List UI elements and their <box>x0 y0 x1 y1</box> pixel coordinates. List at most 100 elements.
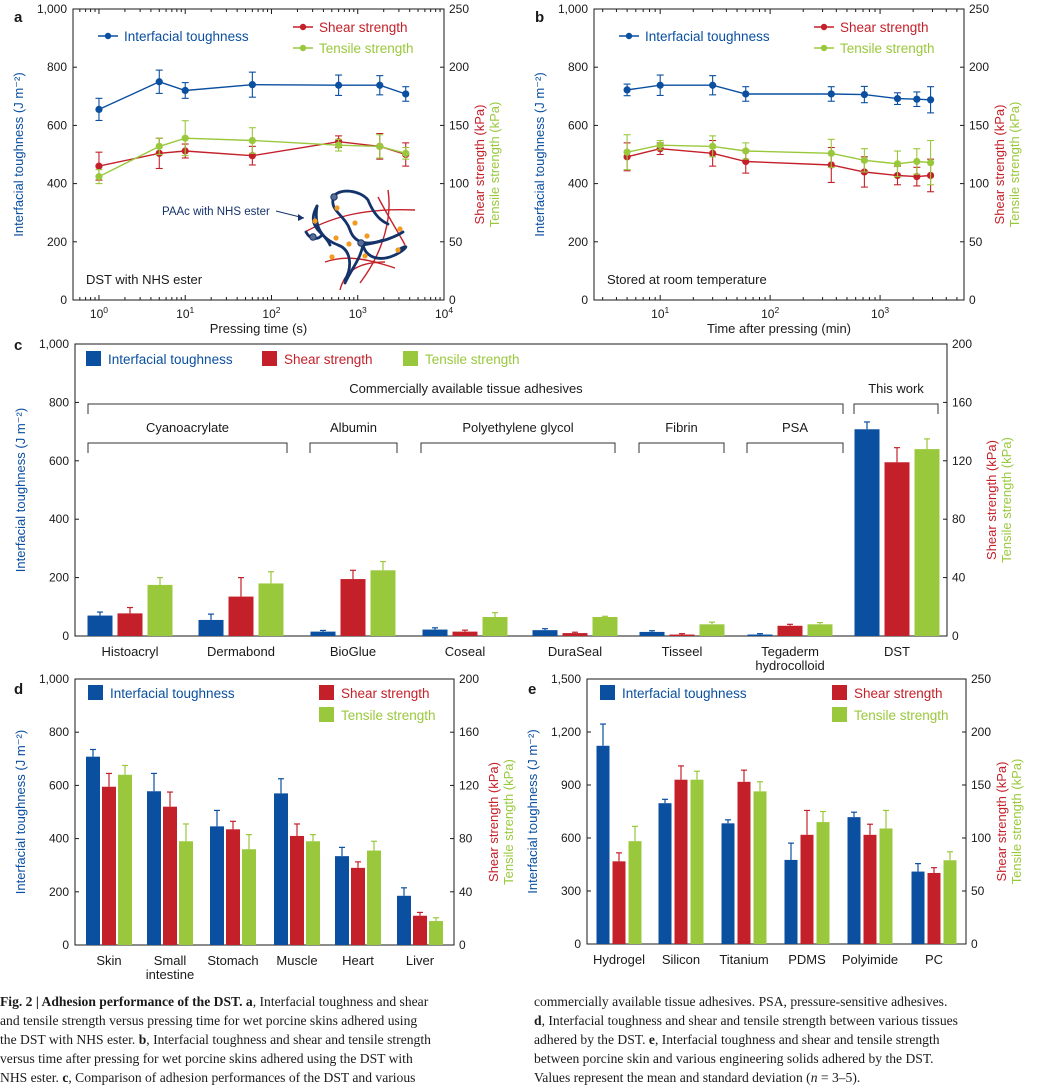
panel-c: c 0 200 400 600 800 1,000 0 40 80 120 160 200 Interfa… <box>13 337 1014 673</box>
bar-shear-strength <box>562 633 588 636</box>
left-y-tick-label: 600 <box>47 118 67 132</box>
legend-label: Tensile strength <box>854 708 949 723</box>
bar-interfacial-toughness <box>847 817 861 944</box>
right-y-tick-label: 160 <box>459 725 479 739</box>
nhs-ester-dot <box>346 241 352 247</box>
data-point <box>402 90 410 98</box>
caption-text: NHS ester. <box>0 1070 63 1085</box>
bar-shear-strength <box>163 806 177 945</box>
bar-group: Muscle <box>274 778 320 968</box>
bar-group: Histoacryl <box>87 576 173 659</box>
bar-tensile-strength <box>690 779 704 944</box>
bar-group: Stomach <box>207 809 259 968</box>
legend-marker <box>104 32 112 40</box>
x-tick-label: 103 <box>871 305 889 321</box>
data-point <box>335 81 343 89</box>
bar-shear-strength <box>863 834 877 944</box>
bar-interfacial-toughness <box>596 745 610 944</box>
category-label: PC <box>925 952 943 967</box>
bar-group: Polyimide <box>842 809 898 967</box>
right-y-tick-label: 40 <box>459 885 473 899</box>
blue-polymer-chain <box>361 243 408 260</box>
bar-interfacial-toughness <box>422 629 448 636</box>
right-y-axis-title-shear: Shear strength (kPa) <box>486 762 501 882</box>
legend-label: Tensile strength <box>341 708 436 723</box>
left-y-tick-label: 800 <box>47 60 67 74</box>
red-polymer-chain <box>377 196 406 246</box>
legend-label: Interfacial toughness <box>645 29 770 44</box>
caption-text: and tensile strength versus pressing tim… <box>0 1013 418 1028</box>
left-y-tick-label: 1,000 <box>558 2 588 16</box>
paac-network-schematic: PAAc with NHS ester <box>162 189 416 291</box>
crosslink-node <box>330 193 338 201</box>
category-label: Skin <box>96 953 121 968</box>
right-y-axis-title-tensile: Tensile strength (kPa) <box>1009 759 1024 885</box>
red-polymer-chain <box>359 189 390 284</box>
right-y-tick-label: 120 <box>952 454 972 468</box>
right-y-axis-title-shear: Shear strength (kPa) <box>984 440 999 560</box>
data-point <box>893 160 902 168</box>
category-label: Liver <box>406 953 435 968</box>
right-y-tick-label: 250 <box>449 2 469 16</box>
legend-label: Tensile strength <box>425 352 520 367</box>
data-point <box>402 149 410 157</box>
blue-polymer-chain <box>332 189 390 226</box>
left-y-tick-label: 600 <box>49 454 69 468</box>
bracket-label: This work <box>868 381 924 396</box>
legend-swatch <box>262 351 277 366</box>
legend-swatch <box>403 351 418 366</box>
right-y-tick-label: 250 <box>969 2 989 16</box>
left-y-tick-label: 800 <box>49 725 69 739</box>
left-y-tick-label: 1,200 <box>551 725 581 739</box>
right-y-tick-label: 150 <box>971 778 991 792</box>
bar-shear-strength <box>226 829 240 945</box>
left-y-tick-label: 400 <box>47 177 67 191</box>
legend-marker <box>625 32 633 40</box>
data-point <box>860 90 868 99</box>
x-tick-label: 103 <box>349 305 367 321</box>
category-label: Muscle <box>276 953 317 968</box>
panel-e: e 0 300 600 900 1,200 1,500 0 50 100 150 200 250 Inte… <box>525 672 1024 967</box>
bar-group: Heart <box>335 840 381 968</box>
data-point <box>623 86 631 94</box>
data-point <box>155 142 163 150</box>
bar-shear-strength <box>340 579 366 636</box>
legend-marker <box>299 23 307 31</box>
series-shear-strength <box>623 139 935 193</box>
legend-label: Shear strength <box>854 686 943 701</box>
legend-swatch <box>832 707 847 722</box>
data-point <box>709 142 717 150</box>
caption-text: , Interfacial toughness and shear and te… <box>146 1032 431 1047</box>
panel-a: a 0 200 400 600 800 1,000 0 50 100 150 200 250 Interf… <box>11 2 502 336</box>
bar-tensile-strength <box>914 449 940 636</box>
bar-tensile-strength <box>429 921 443 945</box>
panel-annotation: Stored at room temperature <box>607 272 767 287</box>
bar-group: PDMS <box>784 809 830 967</box>
series-line <box>626 144 931 165</box>
left-y-tick-label: 800 <box>568 60 588 74</box>
bar-tensile-strength <box>482 617 508 636</box>
bar-shear-strength <box>777 625 803 636</box>
right-y-tick-label: 80 <box>952 512 966 526</box>
bracket-label: Commercially available tissue adhesives <box>349 381 583 396</box>
legend-swatch <box>88 685 103 700</box>
panel-b: b 0 200 400 600 800 1,000 0 50 100 150 200 250 Interf… <box>532 2 1022 336</box>
panel-label: d <box>14 681 23 698</box>
bar-tensile-strength <box>943 860 957 944</box>
legend-label: Interfacial toughness <box>124 29 249 44</box>
bar-tensile-strength <box>367 850 381 945</box>
bracket <box>746 442 844 453</box>
bar-shear-strength <box>290 835 304 945</box>
right-y-tick-label: 200 <box>459 672 479 686</box>
panel-d: d 0 200 400 600 800 1,000 0 40 80 120 160 200 Interfa… <box>13 672 516 982</box>
left-y-axis-title: Interfacial toughness (J m⁻²) <box>13 408 28 572</box>
right-y-tick-label: 150 <box>449 118 469 132</box>
bar-group: Hydrogel <box>593 723 645 967</box>
data-point <box>181 134 189 142</box>
data-point <box>827 90 835 98</box>
left-y-tick-label: 200 <box>47 235 67 249</box>
bar-shear-strength <box>737 781 751 944</box>
data-point <box>335 141 343 149</box>
